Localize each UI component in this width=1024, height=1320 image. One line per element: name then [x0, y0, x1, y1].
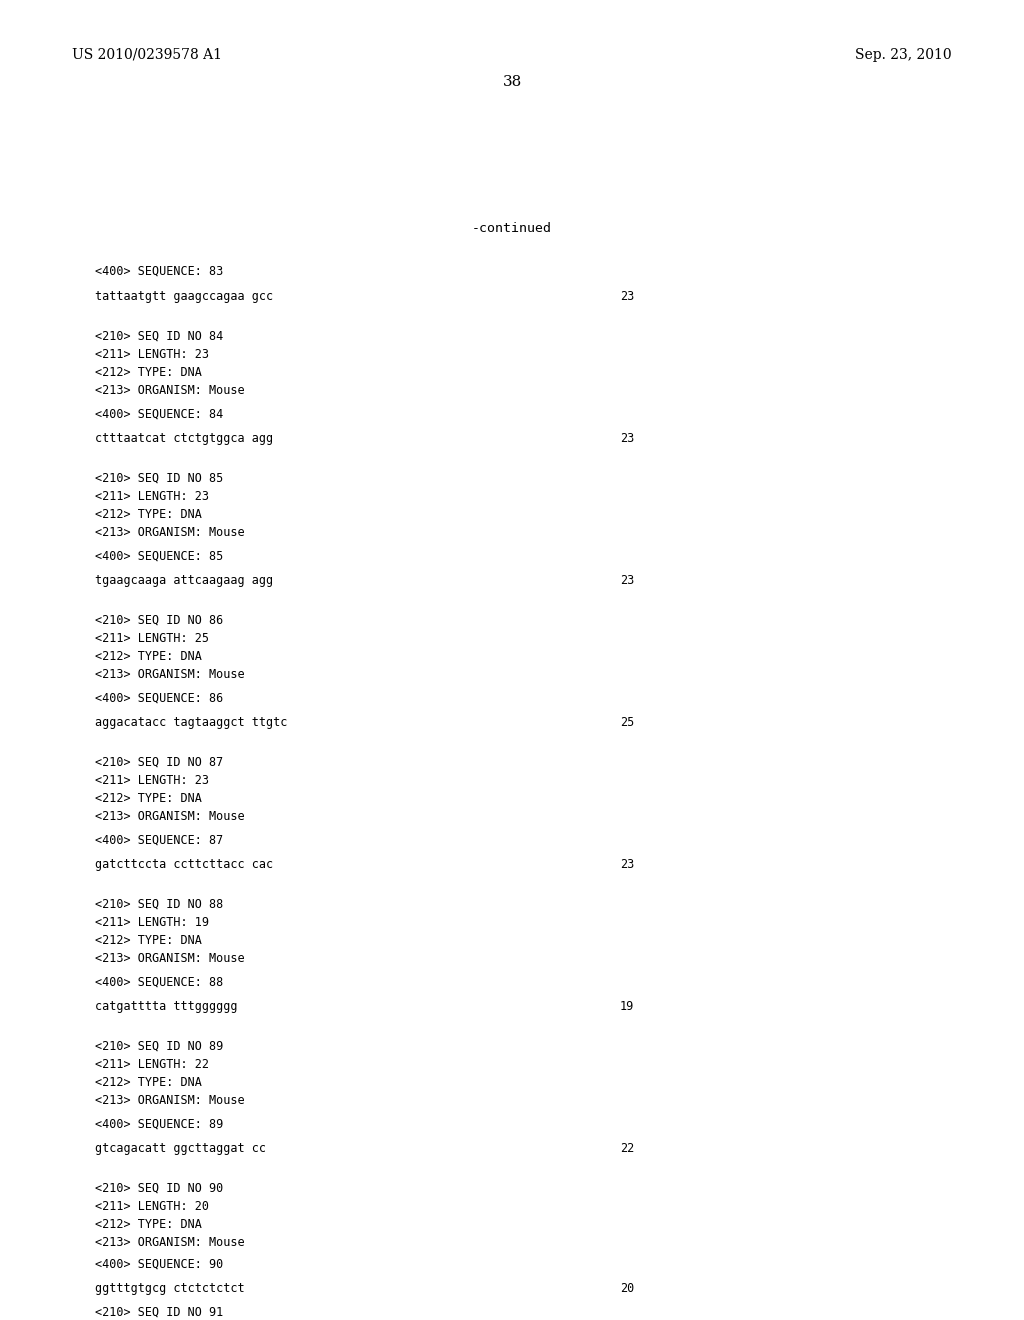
Text: <400> SEQUENCE: 89: <400> SEQUENCE: 89	[95, 1118, 223, 1131]
Text: <211> LENGTH: 23: <211> LENGTH: 23	[95, 774, 209, 787]
Text: <213> ORGANISM: Mouse: <213> ORGANISM: Mouse	[95, 1236, 245, 1249]
Text: <400> SEQUENCE: 87: <400> SEQUENCE: 87	[95, 834, 223, 847]
Text: Sep. 23, 2010: Sep. 23, 2010	[855, 48, 952, 62]
Text: <212> TYPE: DNA: <212> TYPE: DNA	[95, 649, 202, 663]
Text: <212> TYPE: DNA: <212> TYPE: DNA	[95, 1218, 202, 1232]
Text: <400> SEQUENCE: 83: <400> SEQUENCE: 83	[95, 265, 223, 279]
Text: 22: 22	[620, 1142, 634, 1155]
Text: 20: 20	[620, 1282, 634, 1295]
Text: <212> TYPE: DNA: <212> TYPE: DNA	[95, 366, 202, 379]
Text: <210> SEQ ID NO 88: <210> SEQ ID NO 88	[95, 898, 223, 911]
Text: 23: 23	[620, 290, 634, 304]
Text: <400> SEQUENCE: 84: <400> SEQUENCE: 84	[95, 408, 223, 421]
Text: <211> LENGTH: 20: <211> LENGTH: 20	[95, 1200, 209, 1213]
Text: catgatttta tttgggggg: catgatttta tttgggggg	[95, 1001, 238, 1012]
Text: <400> SEQUENCE: 90: <400> SEQUENCE: 90	[95, 1258, 223, 1271]
Text: <400> SEQUENCE: 88: <400> SEQUENCE: 88	[95, 975, 223, 989]
Text: <213> ORGANISM: Mouse: <213> ORGANISM: Mouse	[95, 952, 245, 965]
Text: <213> ORGANISM: Mouse: <213> ORGANISM: Mouse	[95, 384, 245, 397]
Text: <210> SEQ ID NO 91: <210> SEQ ID NO 91	[95, 1305, 223, 1319]
Text: <400> SEQUENCE: 85: <400> SEQUENCE: 85	[95, 550, 223, 564]
Text: -continued: -continued	[472, 222, 552, 235]
Text: 23: 23	[620, 574, 634, 587]
Text: 25: 25	[620, 715, 634, 729]
Text: <211> LENGTH: 19: <211> LENGTH: 19	[95, 916, 209, 929]
Text: <210> SEQ ID NO 90: <210> SEQ ID NO 90	[95, 1181, 223, 1195]
Text: tgaagcaaga attcaagaag agg: tgaagcaaga attcaagaag agg	[95, 574, 273, 587]
Text: <211> LENGTH: 23: <211> LENGTH: 23	[95, 490, 209, 503]
Text: <212> TYPE: DNA: <212> TYPE: DNA	[95, 792, 202, 805]
Text: tattaatgtt gaagccagaa gcc: tattaatgtt gaagccagaa gcc	[95, 290, 273, 304]
Text: 38: 38	[503, 75, 521, 88]
Text: gtcagacatt ggcttaggat cc: gtcagacatt ggcttaggat cc	[95, 1142, 266, 1155]
Text: 19: 19	[620, 1001, 634, 1012]
Text: <210> SEQ ID NO 84: <210> SEQ ID NO 84	[95, 330, 223, 343]
Text: <210> SEQ ID NO 87: <210> SEQ ID NO 87	[95, 756, 223, 770]
Text: 23: 23	[620, 432, 634, 445]
Text: gatcttccta ccttcttacc cac: gatcttccta ccttcttacc cac	[95, 858, 273, 871]
Text: <211> LENGTH: 23: <211> LENGTH: 23	[95, 348, 209, 360]
Text: <210> SEQ ID NO 85: <210> SEQ ID NO 85	[95, 473, 223, 484]
Text: <210> SEQ ID NO 86: <210> SEQ ID NO 86	[95, 614, 223, 627]
Text: <211> LENGTH: 25: <211> LENGTH: 25	[95, 632, 209, 645]
Text: <213> ORGANISM: Mouse: <213> ORGANISM: Mouse	[95, 668, 245, 681]
Text: aggacatacc tagtaaggct ttgtc: aggacatacc tagtaaggct ttgtc	[95, 715, 288, 729]
Text: <212> TYPE: DNA: <212> TYPE: DNA	[95, 508, 202, 521]
Text: ctttaatcat ctctgtggca agg: ctttaatcat ctctgtggca agg	[95, 432, 273, 445]
Text: 23: 23	[620, 858, 634, 871]
Text: <211> LENGTH: 22: <211> LENGTH: 22	[95, 1059, 209, 1071]
Text: <210> SEQ ID NO 89: <210> SEQ ID NO 89	[95, 1040, 223, 1053]
Text: ggtttgtgcg ctctctctct: ggtttgtgcg ctctctctct	[95, 1282, 245, 1295]
Text: <213> ORGANISM: Mouse: <213> ORGANISM: Mouse	[95, 525, 245, 539]
Text: <213> ORGANISM: Mouse: <213> ORGANISM: Mouse	[95, 1094, 245, 1107]
Text: <212> TYPE: DNA: <212> TYPE: DNA	[95, 1076, 202, 1089]
Text: <400> SEQUENCE: 86: <400> SEQUENCE: 86	[95, 692, 223, 705]
Text: US 2010/0239578 A1: US 2010/0239578 A1	[72, 48, 222, 62]
Text: <212> TYPE: DNA: <212> TYPE: DNA	[95, 935, 202, 946]
Text: <213> ORGANISM: Mouse: <213> ORGANISM: Mouse	[95, 810, 245, 822]
